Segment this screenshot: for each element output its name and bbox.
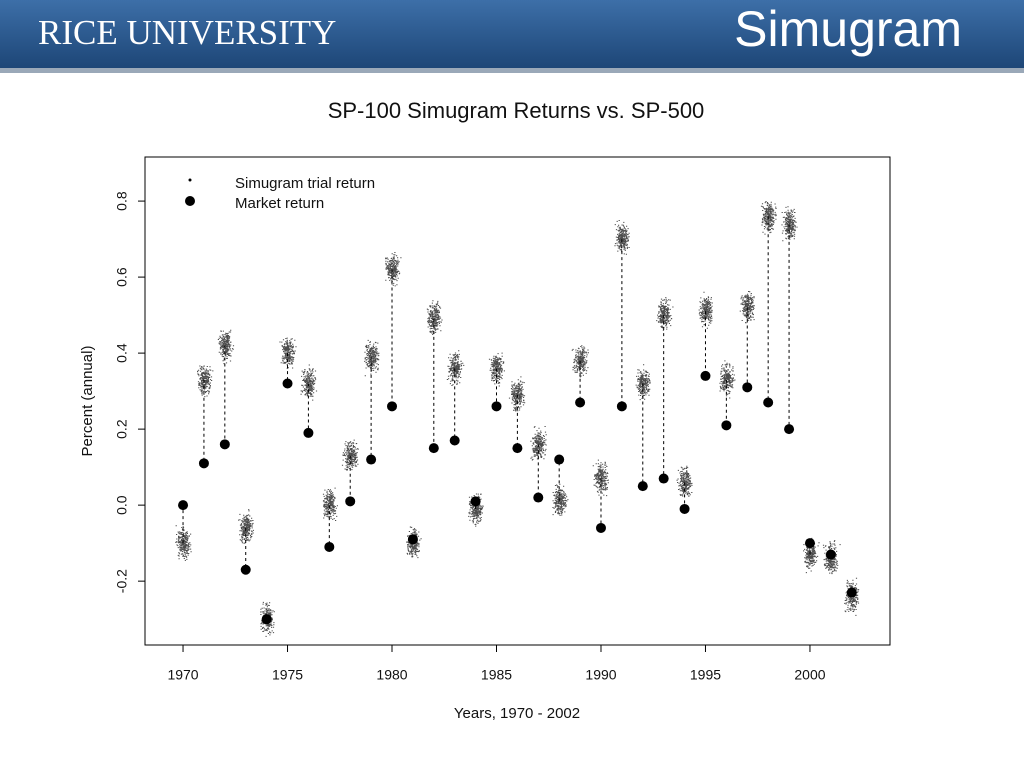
simugram-trials <box>446 350 465 386</box>
simugram-trials <box>635 364 651 401</box>
simugram-trials <box>676 465 693 497</box>
y-tick-label: 0.2 <box>114 419 130 439</box>
x-axis-label: Years, 1970 - 2002 <box>454 705 580 722</box>
header-band <box>0 0 1024 68</box>
plot-frame <box>144 156 891 646</box>
market-return <box>825 549 836 560</box>
market-return <box>595 522 606 533</box>
simugram-trials <box>656 297 674 331</box>
simugram-trials <box>341 439 359 471</box>
market-return <box>658 473 669 484</box>
y-tick-label: 0.0 <box>114 495 130 515</box>
market-return <box>178 500 189 511</box>
market-return <box>491 401 502 412</box>
simugram-trials <box>385 252 402 287</box>
market-return <box>324 541 335 552</box>
simugram-trials <box>719 360 736 399</box>
simugram-trials <box>571 345 589 378</box>
market-return <box>198 458 209 469</box>
market-return <box>721 420 732 431</box>
market-return <box>240 564 251 575</box>
market-return <box>533 492 544 503</box>
simugram-trials <box>300 364 318 401</box>
y-tick-label: 0.4 <box>114 343 130 363</box>
legend-label: Market return <box>235 195 324 212</box>
market-return <box>554 454 565 465</box>
x-tick-label: 1990 <box>585 667 616 683</box>
simugram-trials <box>739 291 755 324</box>
simugram-trials <box>552 483 569 516</box>
x-tick-label: 1995 <box>690 667 721 683</box>
market-return <box>470 496 481 507</box>
market-return <box>763 397 774 408</box>
market-return <box>282 378 293 389</box>
market-return <box>679 503 690 514</box>
simugram-trials <box>592 459 609 497</box>
x-tick-label: 1985 <box>481 667 512 683</box>
simugram-trials <box>760 201 777 235</box>
simugram-trials <box>781 206 798 242</box>
market-return <box>700 370 711 381</box>
simugram-trials <box>197 365 214 398</box>
market-return <box>261 614 272 625</box>
legend-swatch <box>188 178 192 182</box>
simugram-trials <box>698 291 713 329</box>
market-return <box>303 427 314 438</box>
market-return <box>345 496 356 507</box>
x-tick-label: 1975 <box>272 667 303 683</box>
simugram-trials <box>614 220 630 255</box>
market-return <box>616 401 627 412</box>
x-tick-label: 1970 <box>167 667 198 683</box>
market-return <box>804 538 815 549</box>
header-rule <box>0 68 1024 73</box>
x-tick-label: 2000 <box>794 667 825 683</box>
simugram-trials <box>175 525 192 561</box>
simugram-trials <box>322 487 338 521</box>
legend-label: Simugram trial return <box>235 175 375 192</box>
simugram-trials <box>364 339 380 377</box>
x-tick-label: 1980 <box>376 667 407 683</box>
market-return <box>387 401 398 412</box>
market-return <box>219 439 230 450</box>
legend-swatch <box>185 196 195 206</box>
market-return <box>449 435 460 446</box>
y-tick-label: -0.2 <box>114 569 130 593</box>
market-return <box>846 587 857 598</box>
y-tick-label: 0.6 <box>114 267 130 287</box>
y-axis-label: Percent (annual) <box>79 346 96 457</box>
slide-title: Simugram <box>734 1 962 57</box>
market-return <box>428 443 439 454</box>
market-return <box>575 397 586 408</box>
simugram-trials <box>217 329 235 365</box>
y-tick-label: 0.8 <box>114 191 130 211</box>
simugram-trials <box>530 426 547 461</box>
chart-title: SP-100 Simugram Returns vs. SP-500 <box>328 98 705 123</box>
market-return <box>742 382 753 393</box>
market-return <box>512 443 523 454</box>
simugram-trials <box>508 376 526 412</box>
simugram-trials <box>426 300 443 335</box>
simugram-trials <box>488 352 505 387</box>
market-return <box>366 454 377 465</box>
market-return <box>407 534 418 545</box>
logo: RICE UNIVERSITY <box>38 13 336 52</box>
market-return <box>784 424 795 435</box>
simugram-trials <box>238 509 254 544</box>
simugram-trials <box>279 337 297 369</box>
market-return <box>637 481 648 492</box>
